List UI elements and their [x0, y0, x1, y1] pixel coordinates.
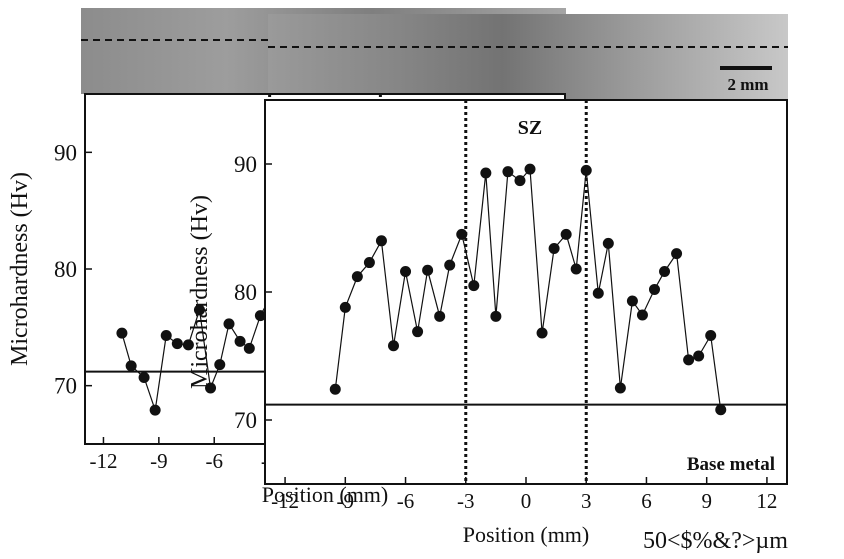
- back-data-point: [214, 359, 226, 371]
- front-data-point: [329, 383, 341, 395]
- back-data-point: [193, 304, 205, 316]
- front-y-tick-label-1: 80: [234, 280, 257, 305]
- front-x-tick-label-0: -12: [271, 489, 299, 513]
- front-data-point: [412, 326, 424, 338]
- back-data-point: [254, 310, 266, 322]
- front-zone-label: SZ: [518, 117, 542, 139]
- front-data-point: [456, 228, 468, 240]
- back-data-point: [182, 339, 194, 351]
- front-x-tick-label-6: 6: [641, 489, 652, 513]
- scale-bar-label: 2 mm: [727, 75, 768, 94]
- back-data-point: [234, 335, 246, 347]
- front-x-tick-label-8: 12: [756, 489, 777, 513]
- front-data-point: [490, 310, 502, 322]
- back-y-tick-label-1: 80: [54, 257, 77, 282]
- front-data-point: [363, 257, 375, 269]
- back-y-tick-label-0: 70: [54, 374, 77, 399]
- front-data-point: [683, 354, 695, 366]
- back-x-tick-label-2: -6: [205, 449, 223, 473]
- front-y-tick-label-0: 70: [234, 408, 257, 433]
- front-data-point: [560, 228, 572, 240]
- back-x-tick-label-0: -12: [89, 449, 117, 473]
- front-data-point: [375, 235, 387, 247]
- back-data-point: [223, 318, 235, 330]
- front-plot: -12 -9 -6 -3 0 3 6 9 12 70 80 90 Position (mm) Microh…: [187, 99, 788, 547]
- back-x-tick-label-1: -9: [150, 449, 168, 473]
- front-x-tick-label-7: 9: [701, 489, 712, 513]
- front-data-point: [705, 330, 717, 342]
- back-data-point: [205, 382, 217, 394]
- front-data-point: [444, 259, 456, 271]
- front-data-point: [592, 287, 604, 299]
- micrograph-front: [268, 14, 788, 100]
- front-data-point: [636, 309, 648, 321]
- front-x-tick-label-3: -3: [457, 489, 475, 513]
- front-data-point: [514, 175, 526, 187]
- front-data-point: [648, 283, 660, 295]
- back-data-point: [160, 330, 172, 341]
- front-data-point: [580, 164, 592, 176]
- front-data-point: [626, 295, 638, 307]
- back-data-point: [171, 338, 183, 350]
- front-data-point: [659, 266, 671, 278]
- front-data-point: [434, 310, 446, 322]
- front-data-point: [548, 242, 560, 254]
- front-data-point: [422, 264, 434, 276]
- front-x-tick-label-1: -9: [337, 489, 355, 513]
- front-data-point: [502, 166, 514, 178]
- back-data-point: [243, 342, 255, 354]
- front-base-metal-label: Base metal: [687, 454, 775, 475]
- front-data-point: [614, 382, 626, 394]
- front-y-tick-label-2: 90: [234, 152, 257, 177]
- back-data-point: [116, 327, 128, 339]
- front-data-point: [468, 280, 480, 292]
- front-x-tick-label-2: -6: [397, 489, 415, 513]
- back-data-point: [149, 404, 161, 416]
- front-y-axis-label: Microhardness (Hv): [187, 195, 213, 389]
- front-x-tick-label-5: 3: [581, 489, 592, 513]
- front-x-tick-label-4: 0: [521, 489, 532, 513]
- bottom-caption: 50<$%&?>µm: [643, 528, 788, 554]
- front-data-point: [570, 263, 582, 275]
- back-x-axis-label: Position (mm): [262, 482, 389, 507]
- front-x-axis-label: Position (mm): [463, 522, 590, 547]
- back-y-axis-label: Microhardness (Hv): [7, 172, 33, 366]
- front-data-point: [351, 271, 363, 283]
- back-data-point: [125, 360, 137, 372]
- front-data-point: [671, 248, 683, 260]
- front-data-point: [387, 340, 399, 352]
- front-data-point: [524, 163, 536, 175]
- front-data-point: [693, 350, 705, 362]
- front-data-point: [602, 237, 614, 249]
- back-data-point: [138, 372, 150, 383]
- front-data-point: [480, 167, 492, 179]
- front-data-point: [400, 266, 412, 278]
- front-data-point: [339, 301, 351, 313]
- front-plot-frame: [264, 99, 788, 485]
- back-y-tick-label-2: 90: [54, 140, 77, 165]
- front-data-point: [715, 404, 727, 416]
- front-data-point: [536, 327, 548, 339]
